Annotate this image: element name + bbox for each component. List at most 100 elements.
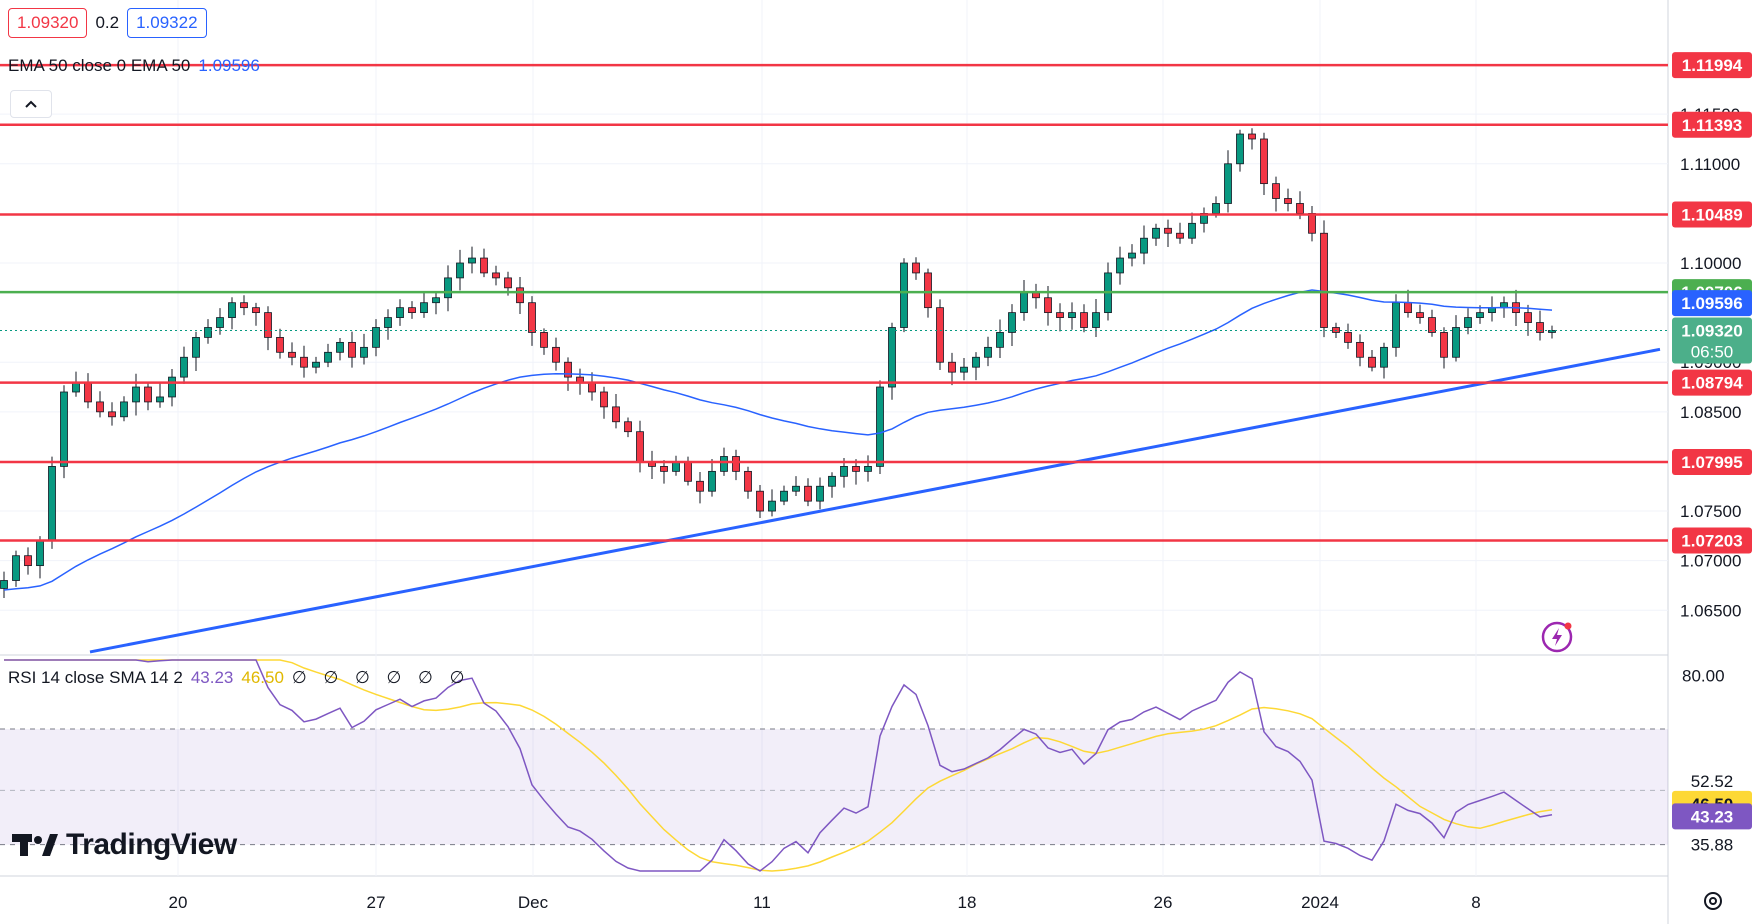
candle-body: [636, 431, 644, 462]
candle-body: [1272, 183, 1280, 199]
candle-body: [1032, 292, 1040, 299]
rsi-legend[interactable]: RSI 14 close SMA 14 2 43.23 46.50 ∅ ∅ ∅ …: [8, 668, 470, 688]
candle-body: [456, 262, 464, 279]
grid: [0, 0, 1669, 924]
tradingview-logo-text: TradingView: [66, 828, 237, 861]
level-price-label: 1.11994: [1682, 56, 1743, 75]
candle-body: [924, 272, 932, 309]
candle-body: [228, 302, 236, 318]
candle-body: [348, 341, 356, 358]
time-tick-label: 11: [753, 893, 771, 912]
candle-body: [876, 386, 884, 467]
candle-body: [48, 466, 56, 542]
chevron-up-icon: [25, 100, 37, 108]
rsi-band: [0, 729, 1668, 845]
level-price-label: 1.07203: [1681, 532, 1742, 551]
price-tick-label: 1.10000: [1680, 254, 1741, 273]
candle-body: [1464, 317, 1472, 328]
tradingview-logo: TradingView: [12, 828, 237, 862]
candle-body: [252, 307, 260, 314]
ema-label: EMA 50 close 0 EMA 50: [8, 56, 191, 75]
candle-body: [408, 307, 416, 314]
candle-body: [996, 332, 1004, 348]
candle-body: [1080, 312, 1088, 328]
candle-body: [516, 287, 524, 304]
price-tick-label: 1.06500: [1680, 601, 1741, 620]
candle-body: [420, 302, 428, 314]
candle-body: [1140, 237, 1148, 254]
candle-body: [612, 406, 620, 423]
gear-icon[interactable]: [1700, 888, 1726, 914]
lightning-icon[interactable]: [1540, 620, 1574, 654]
candle-body: [1224, 163, 1232, 204]
candle-body: [312, 361, 320, 368]
candle-body: [0, 580, 8, 589]
candle-body: [300, 356, 308, 368]
ask-price-box[interactable]: 1.09322: [127, 8, 207, 38]
bid-price-box[interactable]: 1.09320: [8, 8, 88, 38]
price-legend: 1.09320 0.2 1.09322: [8, 8, 207, 38]
level-price-tag: [1672, 448, 1752, 475]
rsi-sma-value: 46.50: [241, 668, 284, 687]
time-tick-label: 20: [169, 893, 188, 912]
candle-body: [132, 386, 140, 403]
level-price-tag: [1672, 369, 1752, 396]
candle-body: [396, 307, 404, 318]
candle-body: [492, 272, 500, 279]
candle-body: [1044, 297, 1052, 314]
candle-body: [1356, 341, 1364, 358]
candle-body: [1428, 317, 1436, 333]
candle-body: [720, 456, 728, 472]
candle-body: [900, 262, 908, 328]
candle-body: [1056, 312, 1064, 318]
ema-legend[interactable]: EMA 50 close 0 EMA 50 1.09596: [8, 56, 260, 76]
candle-body: [1296, 203, 1304, 214]
candle-body: [912, 262, 920, 274]
candle-body: [324, 351, 332, 363]
candle-body: [1008, 312, 1016, 333]
level-price-tag: [1672, 52, 1752, 79]
candle-body: [552, 346, 560, 363]
candle-body: [276, 337, 284, 353]
candle-body: [816, 485, 824, 502]
candle-body: [888, 327, 896, 388]
candle-body: [708, 470, 716, 492]
tradingview-logo-icon: [12, 834, 58, 856]
candle-body: [1020, 292, 1028, 314]
candle-body: [768, 500, 776, 512]
ema-value: 1.09596: [198, 56, 260, 75]
last-price-tag: [1672, 317, 1752, 364]
candle-body: [1188, 222, 1196, 239]
rsi-level-tag: [1672, 803, 1752, 830]
ema-price-label: 1.09596: [1681, 294, 1742, 313]
candle-body: [1092, 312, 1100, 328]
candle-body: [1392, 302, 1400, 348]
candle-body: [1308, 212, 1316, 234]
rsi-line: [4, 659, 1553, 872]
candle-body: [780, 490, 788, 502]
price-pane: [0, 63, 1668, 654]
candle-body: [804, 485, 812, 502]
candle-body: [204, 327, 212, 338]
candle-body: [504, 277, 512, 289]
candle-body: [1476, 312, 1484, 318]
candle-body: [144, 386, 152, 403]
candle-body: [1152, 227, 1160, 239]
candle-body: [576, 376, 584, 383]
price-tick-label: 1.07500: [1680, 502, 1741, 521]
candle-body: [744, 470, 752, 492]
candle-body: [756, 490, 764, 512]
candle-body: [168, 376, 176, 398]
candle-body: [1248, 133, 1256, 140]
candle-body: [1236, 133, 1244, 165]
candle-body: [1380, 346, 1388, 368]
candle-body: [468, 257, 476, 264]
rsi-level-label: 35.88: [1691, 836, 1734, 855]
collapse-legend-button[interactable]: [10, 90, 52, 118]
candle-body: [936, 307, 944, 363]
candle-body: [732, 456, 740, 472]
candle-body: [264, 312, 272, 338]
level-price-label: 1.07995: [1681, 453, 1742, 472]
candle-body: [108, 411, 116, 418]
